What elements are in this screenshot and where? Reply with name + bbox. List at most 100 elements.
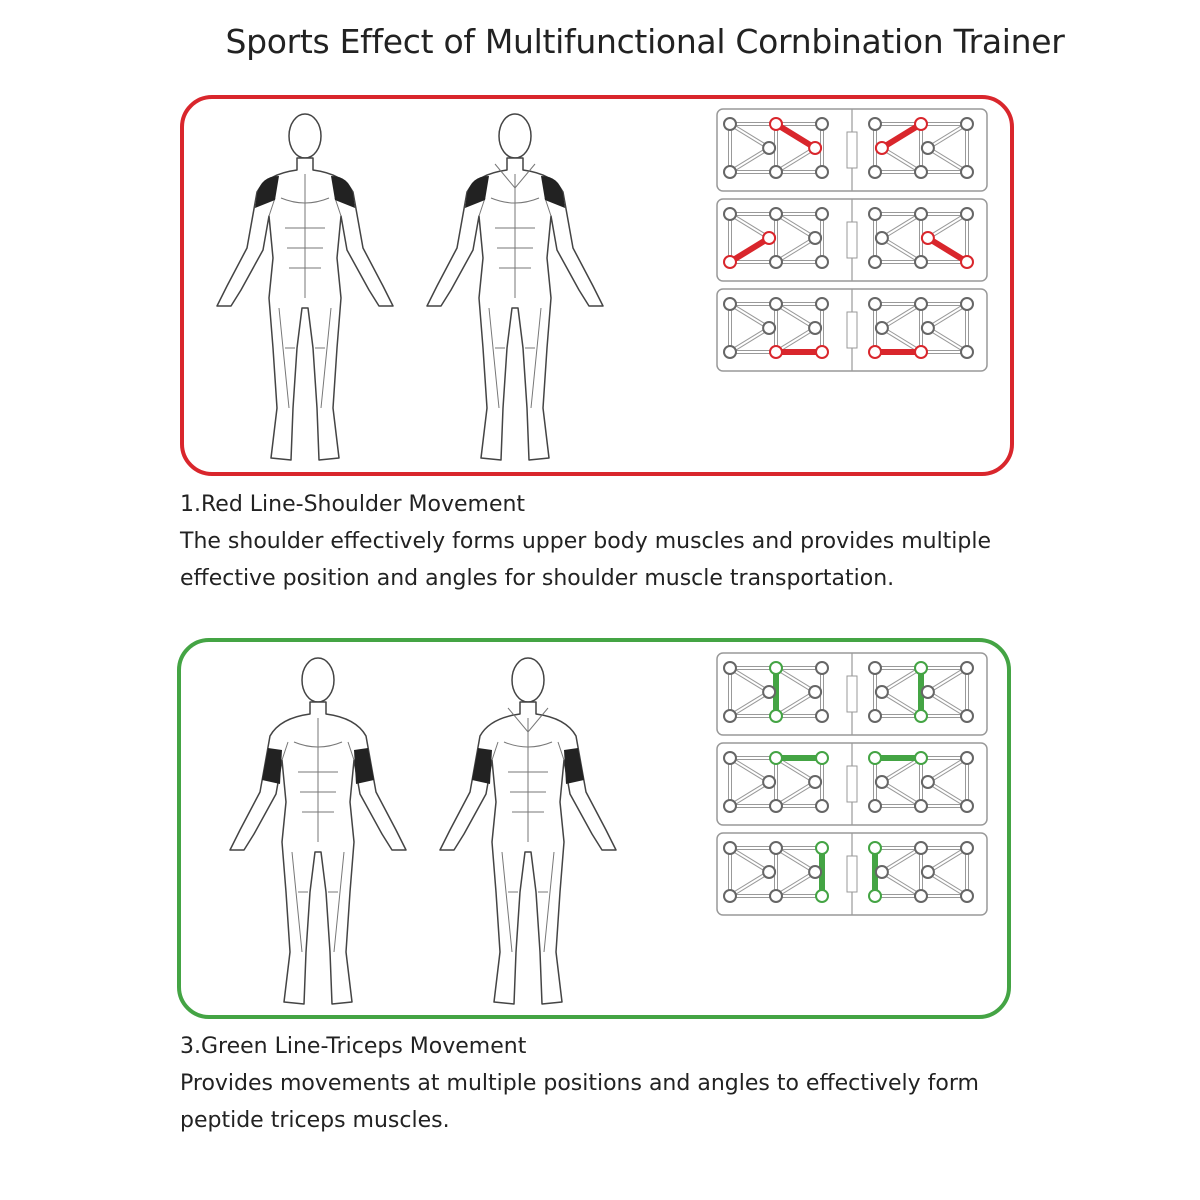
- node: [815, 751, 829, 765]
- node: [769, 345, 783, 359]
- trainer-board: [716, 108, 988, 192]
- back-body-outline: [439, 657, 617, 1005]
- node: [868, 165, 882, 179]
- node: [960, 345, 974, 359]
- node: [723, 207, 737, 221]
- node: [960, 889, 974, 903]
- node: [723, 799, 737, 813]
- node: [960, 255, 974, 269]
- trainer-board: [716, 652, 988, 736]
- node: [815, 799, 829, 813]
- node: [960, 117, 974, 131]
- node: [762, 685, 777, 699]
- node: [914, 709, 928, 723]
- node: [723, 255, 737, 269]
- node: [868, 799, 882, 813]
- node: [914, 117, 928, 131]
- node: [914, 661, 928, 675]
- trainer-board: [716, 288, 988, 372]
- front-body-figure: [205, 108, 405, 472]
- section-heading: 3.Green Line-Triceps Movement: [180, 1034, 527, 1059]
- node: [723, 751, 737, 765]
- node: [815, 165, 829, 179]
- highlighted-shoulder: [541, 176, 565, 208]
- node: [815, 889, 829, 903]
- highlighted-shoulder: [255, 176, 279, 208]
- node: [960, 709, 974, 723]
- node: [868, 117, 882, 131]
- node: [769, 661, 783, 675]
- node: [815, 661, 829, 675]
- highlighted-shoulder: [331, 176, 355, 208]
- highlighted-tricep: [354, 748, 374, 784]
- node: [914, 799, 928, 813]
- node: [914, 751, 928, 765]
- node: [769, 751, 783, 765]
- node: [808, 321, 823, 335]
- section-description-line: effective position and angles for should…: [180, 566, 895, 591]
- node: [868, 841, 882, 855]
- node: [868, 207, 882, 221]
- highlighted-tricep: [472, 748, 492, 784]
- front-body-figure: [218, 652, 418, 1016]
- node: [769, 207, 783, 221]
- node: [960, 297, 974, 311]
- triceps-panel: [177, 638, 1011, 1019]
- node: [769, 841, 783, 855]
- section-description-line: peptide triceps muscles.: [180, 1108, 450, 1133]
- node: [808, 141, 823, 155]
- trainer-board: [716, 742, 988, 826]
- node: [960, 799, 974, 813]
- node: [868, 889, 882, 903]
- node: [868, 751, 882, 765]
- trainer-board: [716, 198, 988, 282]
- node: [723, 117, 737, 131]
- node: [762, 141, 777, 155]
- back-body-figure: [428, 652, 628, 1016]
- node: [960, 751, 974, 765]
- front-body-outline: [229, 657, 407, 1005]
- node: [723, 661, 737, 675]
- node: [874, 321, 889, 335]
- node: [868, 255, 882, 269]
- node: [808, 865, 823, 879]
- node: [874, 141, 889, 155]
- node: [815, 841, 829, 855]
- node: [868, 297, 882, 311]
- node: [960, 841, 974, 855]
- node: [723, 165, 737, 179]
- node: [815, 255, 829, 269]
- node: [874, 231, 889, 245]
- node: [723, 297, 737, 311]
- node: [920, 865, 935, 879]
- node: [815, 709, 829, 723]
- node: [868, 661, 882, 675]
- highlighted-tricep: [564, 748, 584, 784]
- highlighted-shoulder: [465, 176, 489, 208]
- node: [815, 207, 829, 221]
- node: [815, 117, 829, 131]
- node: [723, 345, 737, 359]
- shoulder-panel: [180, 95, 1014, 476]
- back-body-outline: [426, 113, 604, 461]
- highlighted-bar: [880, 121, 923, 151]
- node: [762, 775, 777, 789]
- node: [769, 165, 783, 179]
- node: [769, 117, 783, 131]
- highlighted-bar: [774, 121, 817, 151]
- node: [914, 345, 928, 359]
- node: [808, 231, 823, 245]
- node: [920, 685, 935, 699]
- node: [960, 165, 974, 179]
- node: [769, 255, 783, 269]
- node: [868, 345, 882, 359]
- node: [723, 841, 737, 855]
- back-body-figure: [415, 108, 615, 472]
- node: [874, 775, 889, 789]
- node: [762, 321, 777, 335]
- section-heading: 1.Red Line-Shoulder Movement: [180, 492, 526, 517]
- node: [723, 889, 737, 903]
- node: [762, 231, 777, 245]
- node: [769, 799, 783, 813]
- node: [723, 709, 737, 723]
